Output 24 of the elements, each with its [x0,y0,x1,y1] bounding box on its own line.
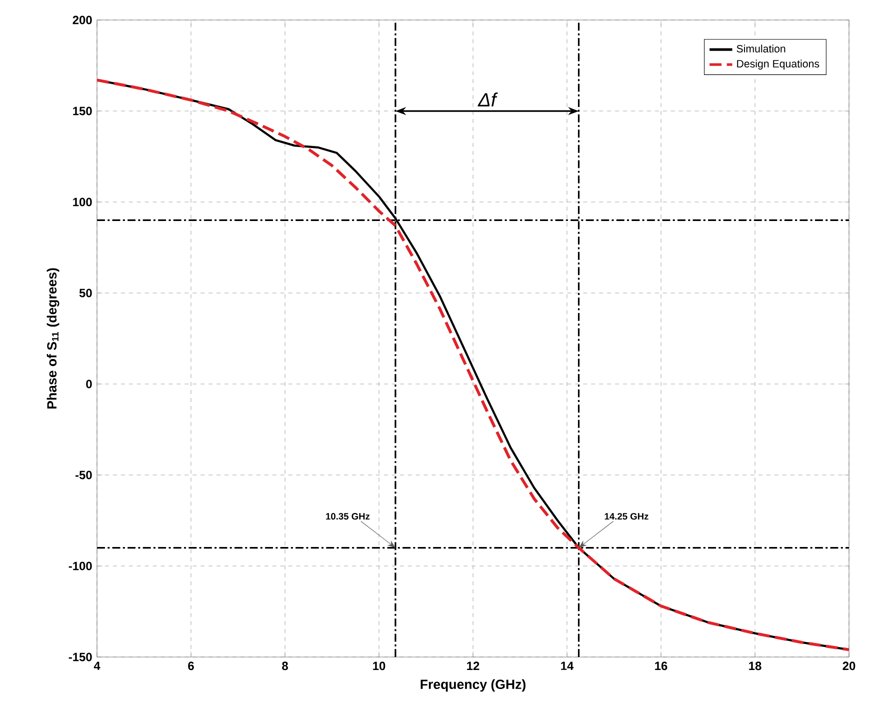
x-tick-label: 10 [373,662,386,670]
legend-label: Design Equations [737,60,820,70]
x-tick-label: 8 [282,662,288,670]
y-tick-label: 100 [73,198,92,206]
y-tick-label: -50 [75,470,92,480]
y-tick-label: 50 [79,288,92,298]
legend-label: Simulation [736,44,786,52]
x-tick-label: 6 [188,662,194,670]
y-tick-label: -100 [68,562,92,570]
x-tick-label: 14 [561,662,574,670]
x-tick-label: 20 [842,662,856,670]
annotation: 14.25 GHz [604,513,648,520]
annotation: 10.35 GHz [326,513,370,520]
y-axis-title: Phase of S$_{11}$ (degrees) [46,268,60,409]
y-tick-label: 0 [86,380,92,388]
x-tick-label: 4 [94,662,100,670]
annotation: Δf [478,92,498,106]
x-tick-label: 18 [749,662,762,670]
y-tick-label: 200 [72,16,92,24]
y-tick-label: -150 [68,652,92,662]
y-tick-label: 150 [73,106,92,116]
x-tick-label: 12 [467,662,480,670]
x-tick-label: 16 [655,662,668,670]
x-axis-title: Frequency (GHz) [420,679,526,692]
